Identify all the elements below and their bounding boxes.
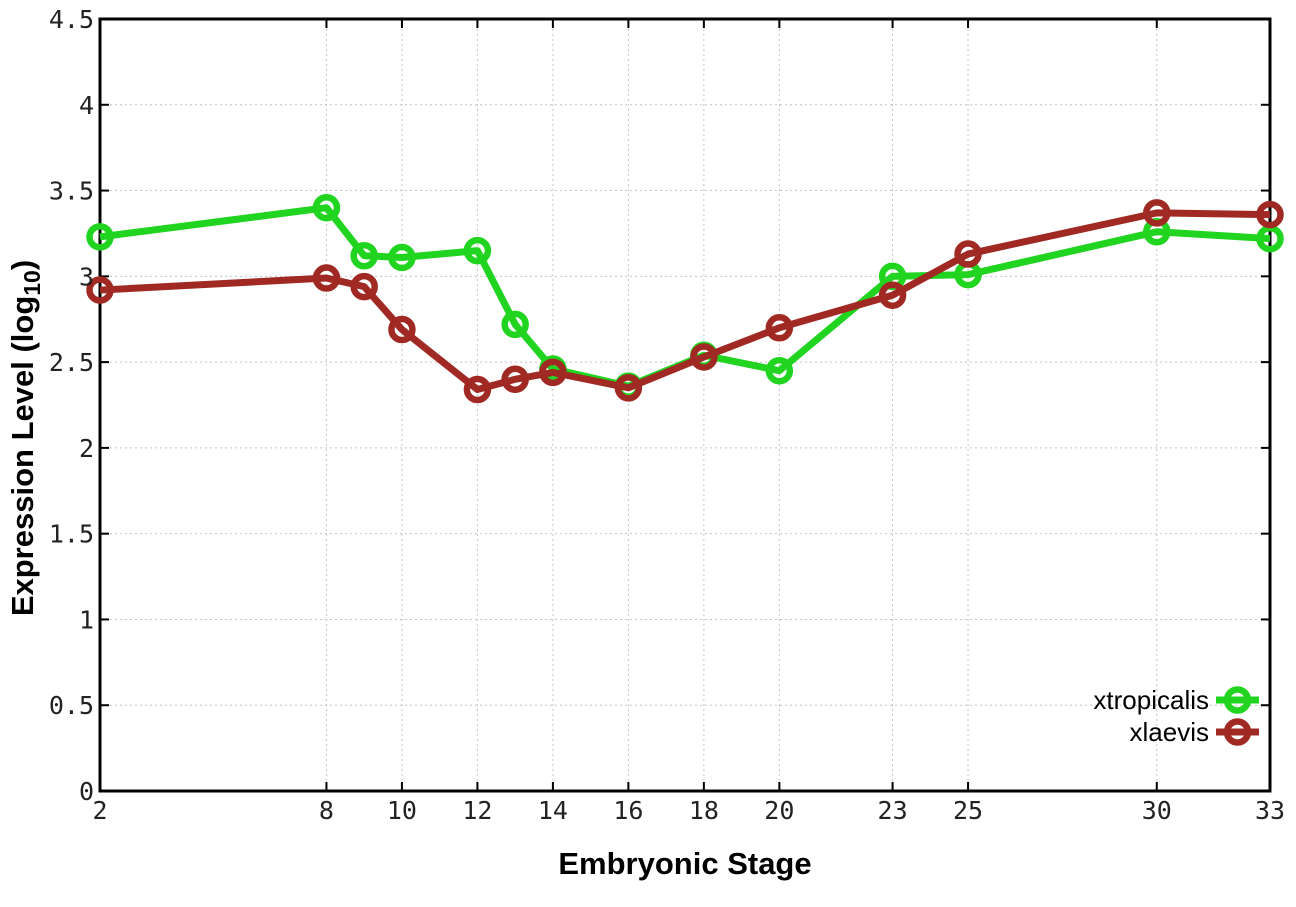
data-point-marker [350,241,378,270]
data-point-marker [690,343,718,371]
data-point-marker [765,314,794,342]
legend-marker-icon [1223,718,1252,746]
y-tick-label: 1.5 [49,520,94,549]
y-tick-label: 3.5 [49,177,94,206]
data-point-marker [501,310,529,339]
x-tick-label: 25 [953,796,983,825]
y-tick-label: 4.5 [49,5,94,34]
data-point-marker [463,375,492,404]
y-tick-label: 0 [79,777,94,806]
legend-marker-icon [1223,686,1252,714]
y-axis-title-suffix: ) [5,260,40,270]
data-point-marker [765,356,794,385]
x-axis-title: Embryonic Stage [558,846,811,881]
data-point-marker [1256,200,1284,229]
data-point-marker [954,240,982,268]
y-tick-labels: 0 0.5 1 1.5 2 2.5 3 3.5 4 4.5 [49,5,94,806]
data-point-marker [86,276,114,304]
y-tick-label: 1 [79,605,94,634]
x-tick-label: 33 [1255,796,1285,825]
x-tick-label: 18 [689,796,719,825]
data-point-marker [86,223,114,251]
x-tick-label: 20 [764,796,794,825]
y-axis-title: Expression Level (log10) [5,260,45,616]
x-tick-label: 2 [92,796,107,825]
data-point-marker [1143,199,1171,227]
series-xlaevis-markers [86,199,1284,404]
legend-label-xlaevis: xlaevis [1130,717,1209,747]
y-tick-label: 2.5 [49,348,94,377]
y-tick-label: 3 [79,262,94,291]
legend-entry-xtropicalis: xtropicalis [1093,685,1259,715]
data-point-marker [312,264,341,292]
data-point-marker [350,272,378,301]
data-point-marker [501,365,529,394]
x-tick-label: 30 [1142,796,1172,825]
y-axis-title-subscript: 10 [19,270,45,296]
x-tick-label: 12 [462,796,492,825]
x-tick-labels: 2 8 10 12 14 16 18 20 23 25 30 33 [92,796,1285,825]
y-tick-label: 4 [79,91,94,120]
data-point-marker [539,358,567,387]
data-point-marker [878,281,907,309]
axis-ticks [99,18,1271,792]
x-tick-label: 16 [613,796,643,825]
y-tick-label: 2 [79,434,94,463]
x-tick-label: 8 [319,796,334,825]
data-point-marker [388,315,416,344]
legend-entry-xlaevis: xlaevis [1130,717,1259,747]
data-point-marker [388,243,416,272]
y-tick-label: 0.5 [49,691,94,720]
data-point-marker [614,374,643,402]
data-point-marker [463,236,492,265]
data-point-marker [312,193,341,222]
plot-border [98,17,1272,793]
x-tick-label: 23 [878,796,908,825]
y-axis-title-main: Expression Level (log [5,296,40,616]
legend-label-xtropicalis: xtropicalis [1093,685,1209,715]
x-tick-label: 10 [387,796,417,825]
x-tick-label: 14 [538,796,568,825]
